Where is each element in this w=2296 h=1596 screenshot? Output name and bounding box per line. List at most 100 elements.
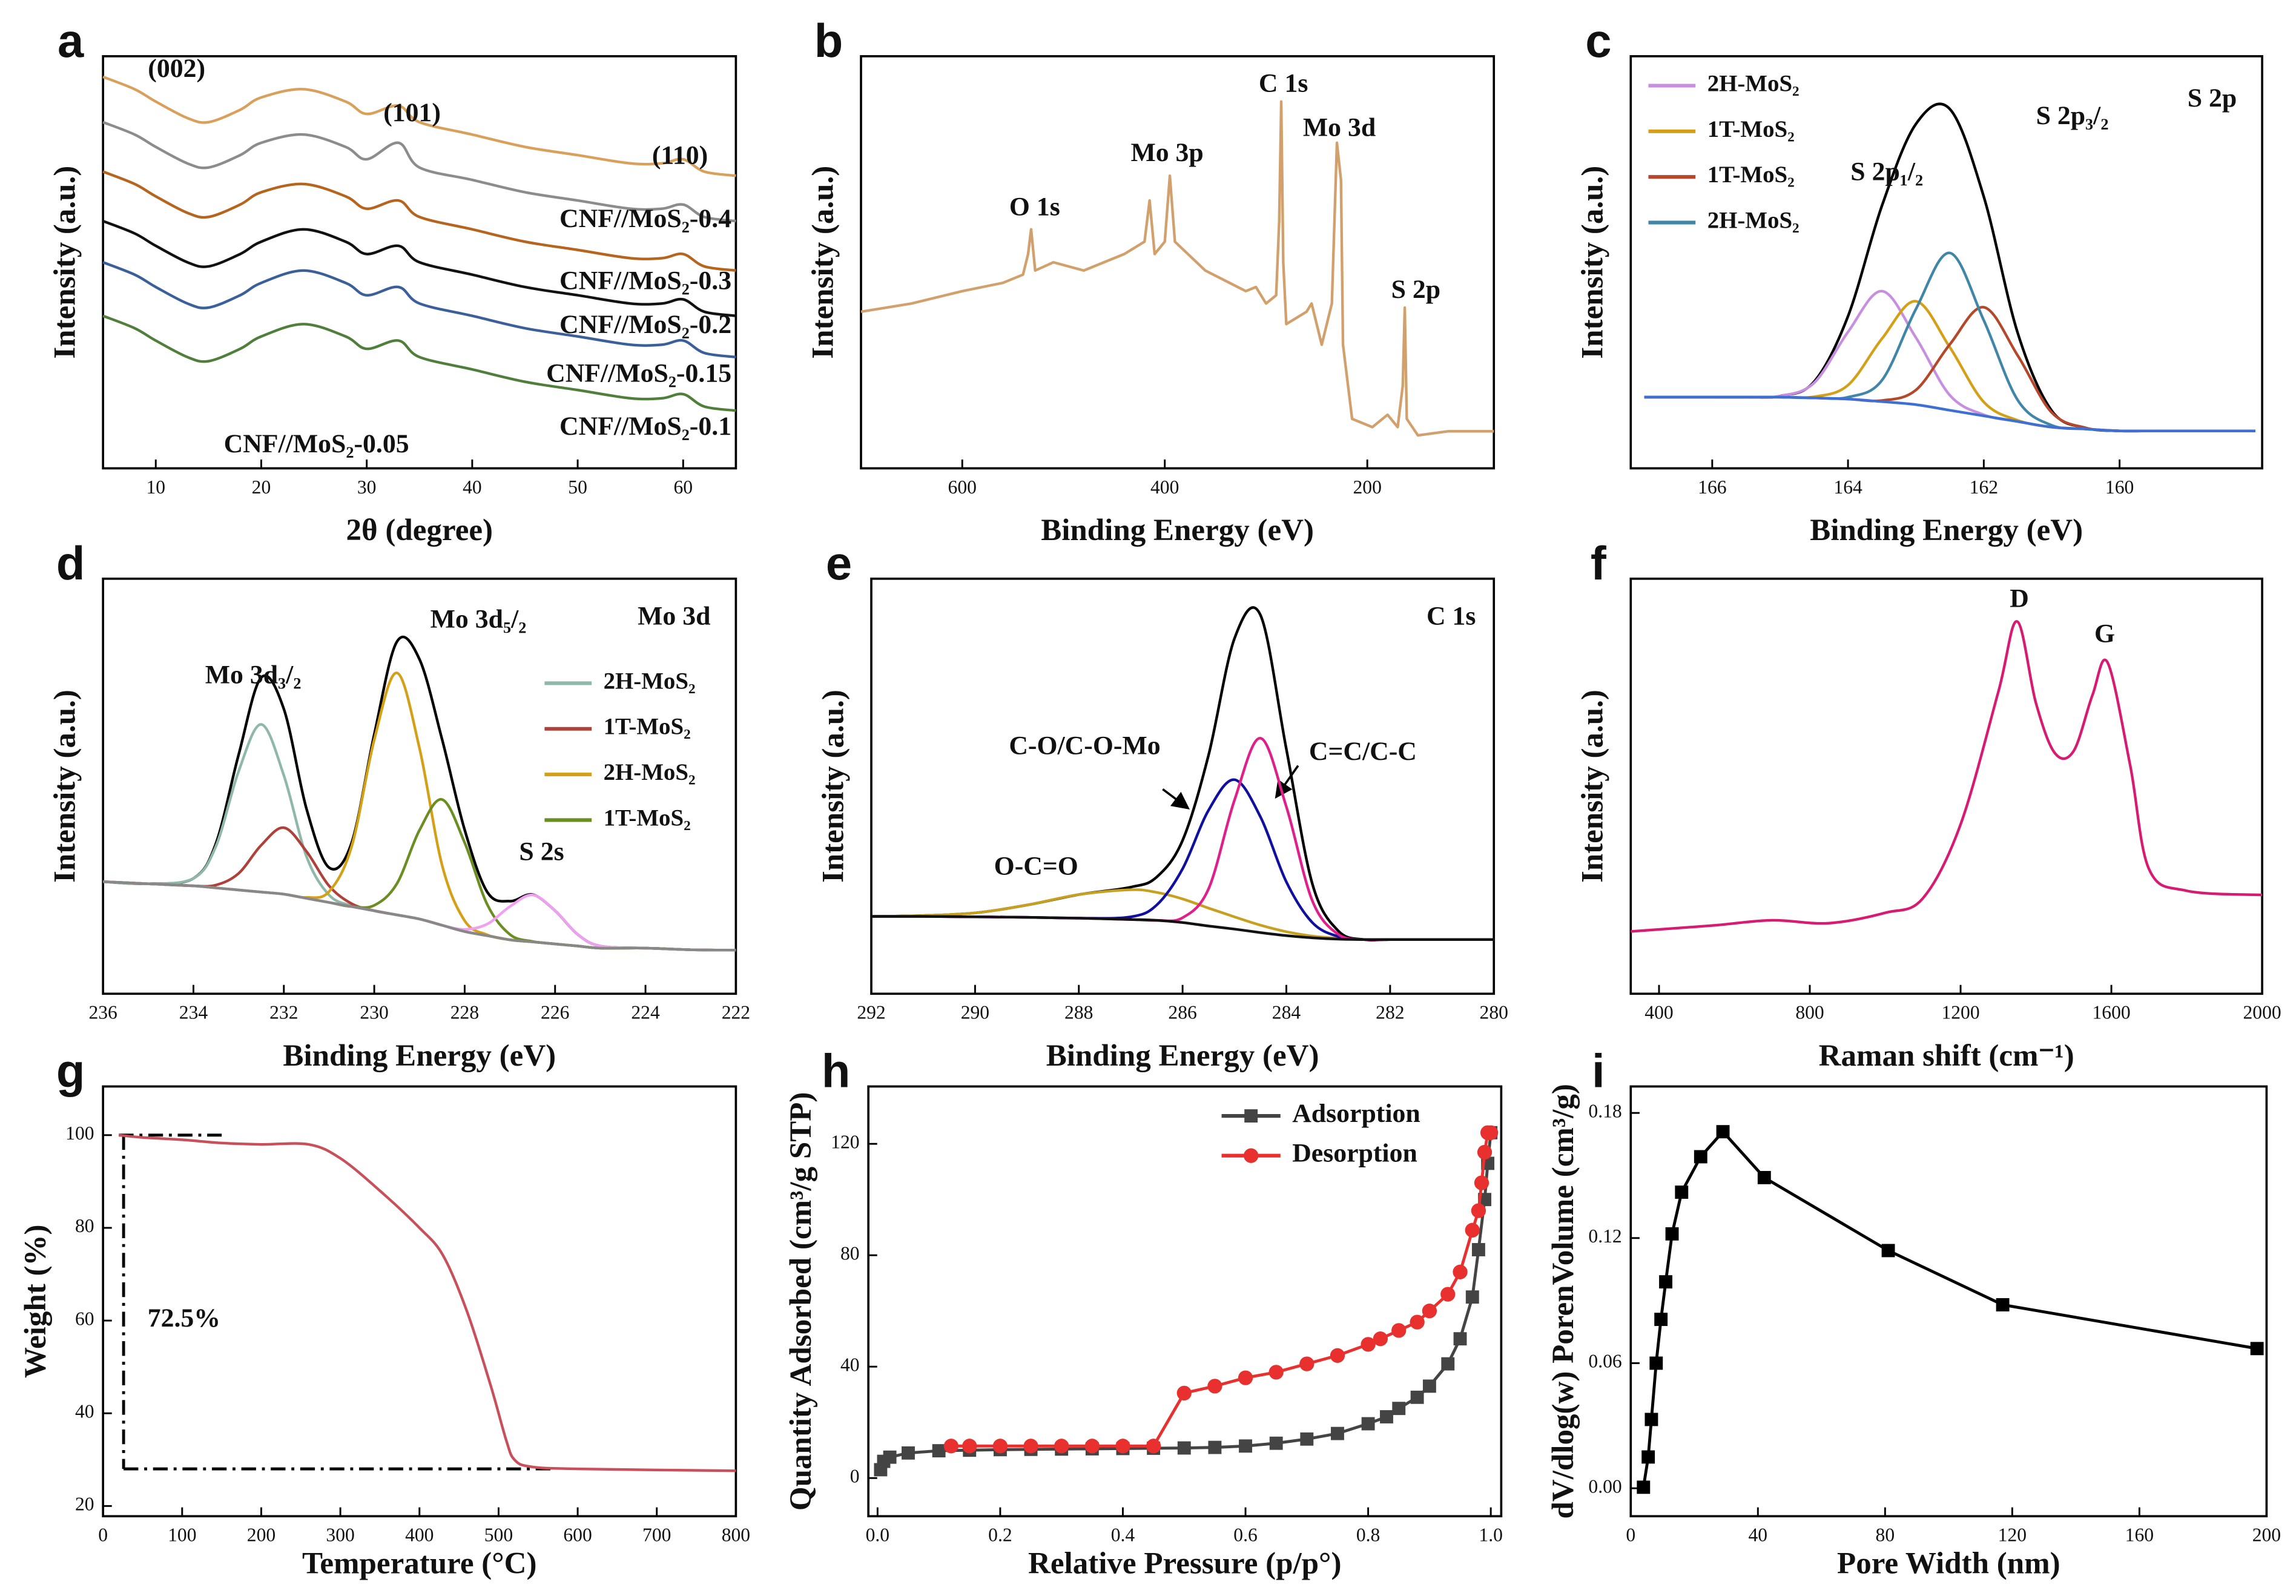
x-axis-title: Pore Width (nm) <box>1837 1547 2060 1581</box>
x-tick-label: 40 <box>1749 1524 1768 1545</box>
legend-label: 2H-MoS₂ <box>604 668 696 694</box>
marker <box>932 1444 946 1458</box>
series-label: CNF//MoS₂-0.1 <box>559 412 731 441</box>
marker <box>1244 1109 1258 1123</box>
series-line <box>103 880 736 952</box>
series-line <box>102 120 736 223</box>
x-tick-label: 300 <box>326 1524 354 1545</box>
marker <box>1331 1426 1344 1440</box>
marker <box>1373 1331 1388 1347</box>
x-tick-label: 236 <box>88 1002 117 1023</box>
panel-label: c <box>1585 15 1611 67</box>
plot-frame <box>102 577 737 995</box>
series-line <box>871 888 1494 941</box>
x-axis-title: Binding Energy (eV) <box>1041 513 1314 547</box>
plot-frame <box>1629 577 2263 995</box>
series-label: CNF//MoS₂-0.05 <box>224 429 409 458</box>
plot-frame <box>102 1085 737 1518</box>
annotation: C 1s <box>1259 69 1308 98</box>
x-tick-label: 400 <box>1150 476 1179 498</box>
x-tick-label: 166 <box>1698 476 1726 498</box>
x-tick-label: 1200 <box>1941 1002 1979 1023</box>
series-line <box>1644 251 2255 433</box>
x-tick-label: 290 <box>961 1002 989 1023</box>
x-tick-label: 160 <box>2125 1524 2154 1545</box>
annotation: G <box>2094 619 2115 648</box>
series-label: CNF//MoS₂-0.2 <box>559 310 731 339</box>
plot-frame <box>867 1085 1503 1518</box>
y-tick-label: 40 <box>75 1400 94 1422</box>
x-axis-title: Binding Energy (eV) <box>283 1039 556 1073</box>
annotation: C-O/C-O-Mo <box>1009 731 1160 760</box>
marker <box>1471 1243 1485 1256</box>
annotation: (110) <box>652 141 708 170</box>
x-tick-label: 288 <box>1064 1002 1093 1023</box>
y-tick-label: 0.06 <box>1588 1351 1621 1372</box>
x-tick-label: 0.8 <box>1356 1524 1381 1545</box>
x-tick-label: 1600 <box>2092 1002 2130 1023</box>
annotation: D <box>2010 584 2029 613</box>
marker <box>1441 1357 1455 1371</box>
y-axis-title: Intensity (a.u.) <box>48 166 82 359</box>
panel-label: f <box>1591 538 1607 590</box>
x-tick-label: 222 <box>722 1002 750 1023</box>
x-tick-label: 800 <box>1795 1002 1824 1023</box>
x-tick-label: 800 <box>722 1524 750 1545</box>
x-tick-label: 200 <box>247 1524 275 1545</box>
marker <box>1361 1417 1375 1431</box>
y-tick-label: 40 <box>840 1354 860 1375</box>
marker <box>1392 1402 1406 1416</box>
series-line <box>103 723 736 952</box>
annotation: S 2p <box>1391 275 1440 304</box>
y-tick-label: 120 <box>831 1131 859 1152</box>
x-axis-title: Raman shift (cm⁻¹) <box>1819 1039 2074 1073</box>
x-tick-label: 120 <box>1998 1524 2027 1545</box>
series-line <box>871 606 1494 942</box>
marker <box>1665 1227 1679 1241</box>
x-tick-label: 0.2 <box>988 1524 1012 1545</box>
x-tick-label: 234 <box>179 1002 208 1023</box>
legend-label: 1T-MoS₂ <box>1707 162 1795 188</box>
panel-label: d <box>56 538 85 590</box>
y-tick-label: 0 <box>850 1465 860 1486</box>
y-tick-label: 100 <box>65 1123 94 1144</box>
panel-label: a <box>58 15 84 67</box>
series-line <box>1644 306 2255 433</box>
annotation: S 2p <box>2188 84 2237 113</box>
marker <box>1440 1287 1456 1302</box>
series-line <box>1641 1130 2258 1488</box>
legend-label: Adsorption <box>1292 1099 1420 1128</box>
annotation: 72.5% <box>148 1304 220 1333</box>
annotation: S 2p₁/₂ <box>1850 157 1923 186</box>
y-tick-label: 0.12 <box>1588 1225 1621 1247</box>
x-tick-label: 0 <box>1626 1524 1635 1545</box>
y-axis-title: Intensity (a.u.) <box>806 166 840 359</box>
series-label: CNF//MoS₂-0.3 <box>559 266 731 295</box>
marker <box>1694 1150 1707 1164</box>
marker <box>1637 1480 1651 1494</box>
marker <box>1115 1439 1130 1454</box>
x-tick-label: 224 <box>631 1002 660 1023</box>
arrow <box>1162 788 1190 810</box>
annotation: C 1s <box>1427 601 1476 630</box>
x-tick-label: 1.0 <box>1479 1524 1503 1545</box>
x-tick-label: 100 <box>168 1524 196 1545</box>
x-tick-label: 230 <box>360 1002 388 1023</box>
x-tick-label: 286 <box>1168 1002 1196 1023</box>
panel-label: g <box>56 1046 85 1098</box>
series-line <box>1644 102 2255 433</box>
x-tick-label: 160 <box>2105 476 2134 498</box>
annotation: (101) <box>383 98 441 127</box>
annotation: O-C=O <box>994 852 1078 881</box>
x-axis-title: Relative Pressure (p/p°) <box>1028 1547 1341 1581</box>
x-tick-label: 200 <box>1353 476 1381 498</box>
x-tick-label: 200 <box>2252 1524 2281 1545</box>
marker <box>1146 1439 1161 1454</box>
x-tick-label: 0.0 <box>866 1524 890 1545</box>
y-tick-label: 60 <box>75 1308 94 1329</box>
marker <box>2250 1342 2264 1356</box>
series-label: CNF//MoS₂-0.4 <box>559 204 731 233</box>
series-line <box>102 314 736 412</box>
